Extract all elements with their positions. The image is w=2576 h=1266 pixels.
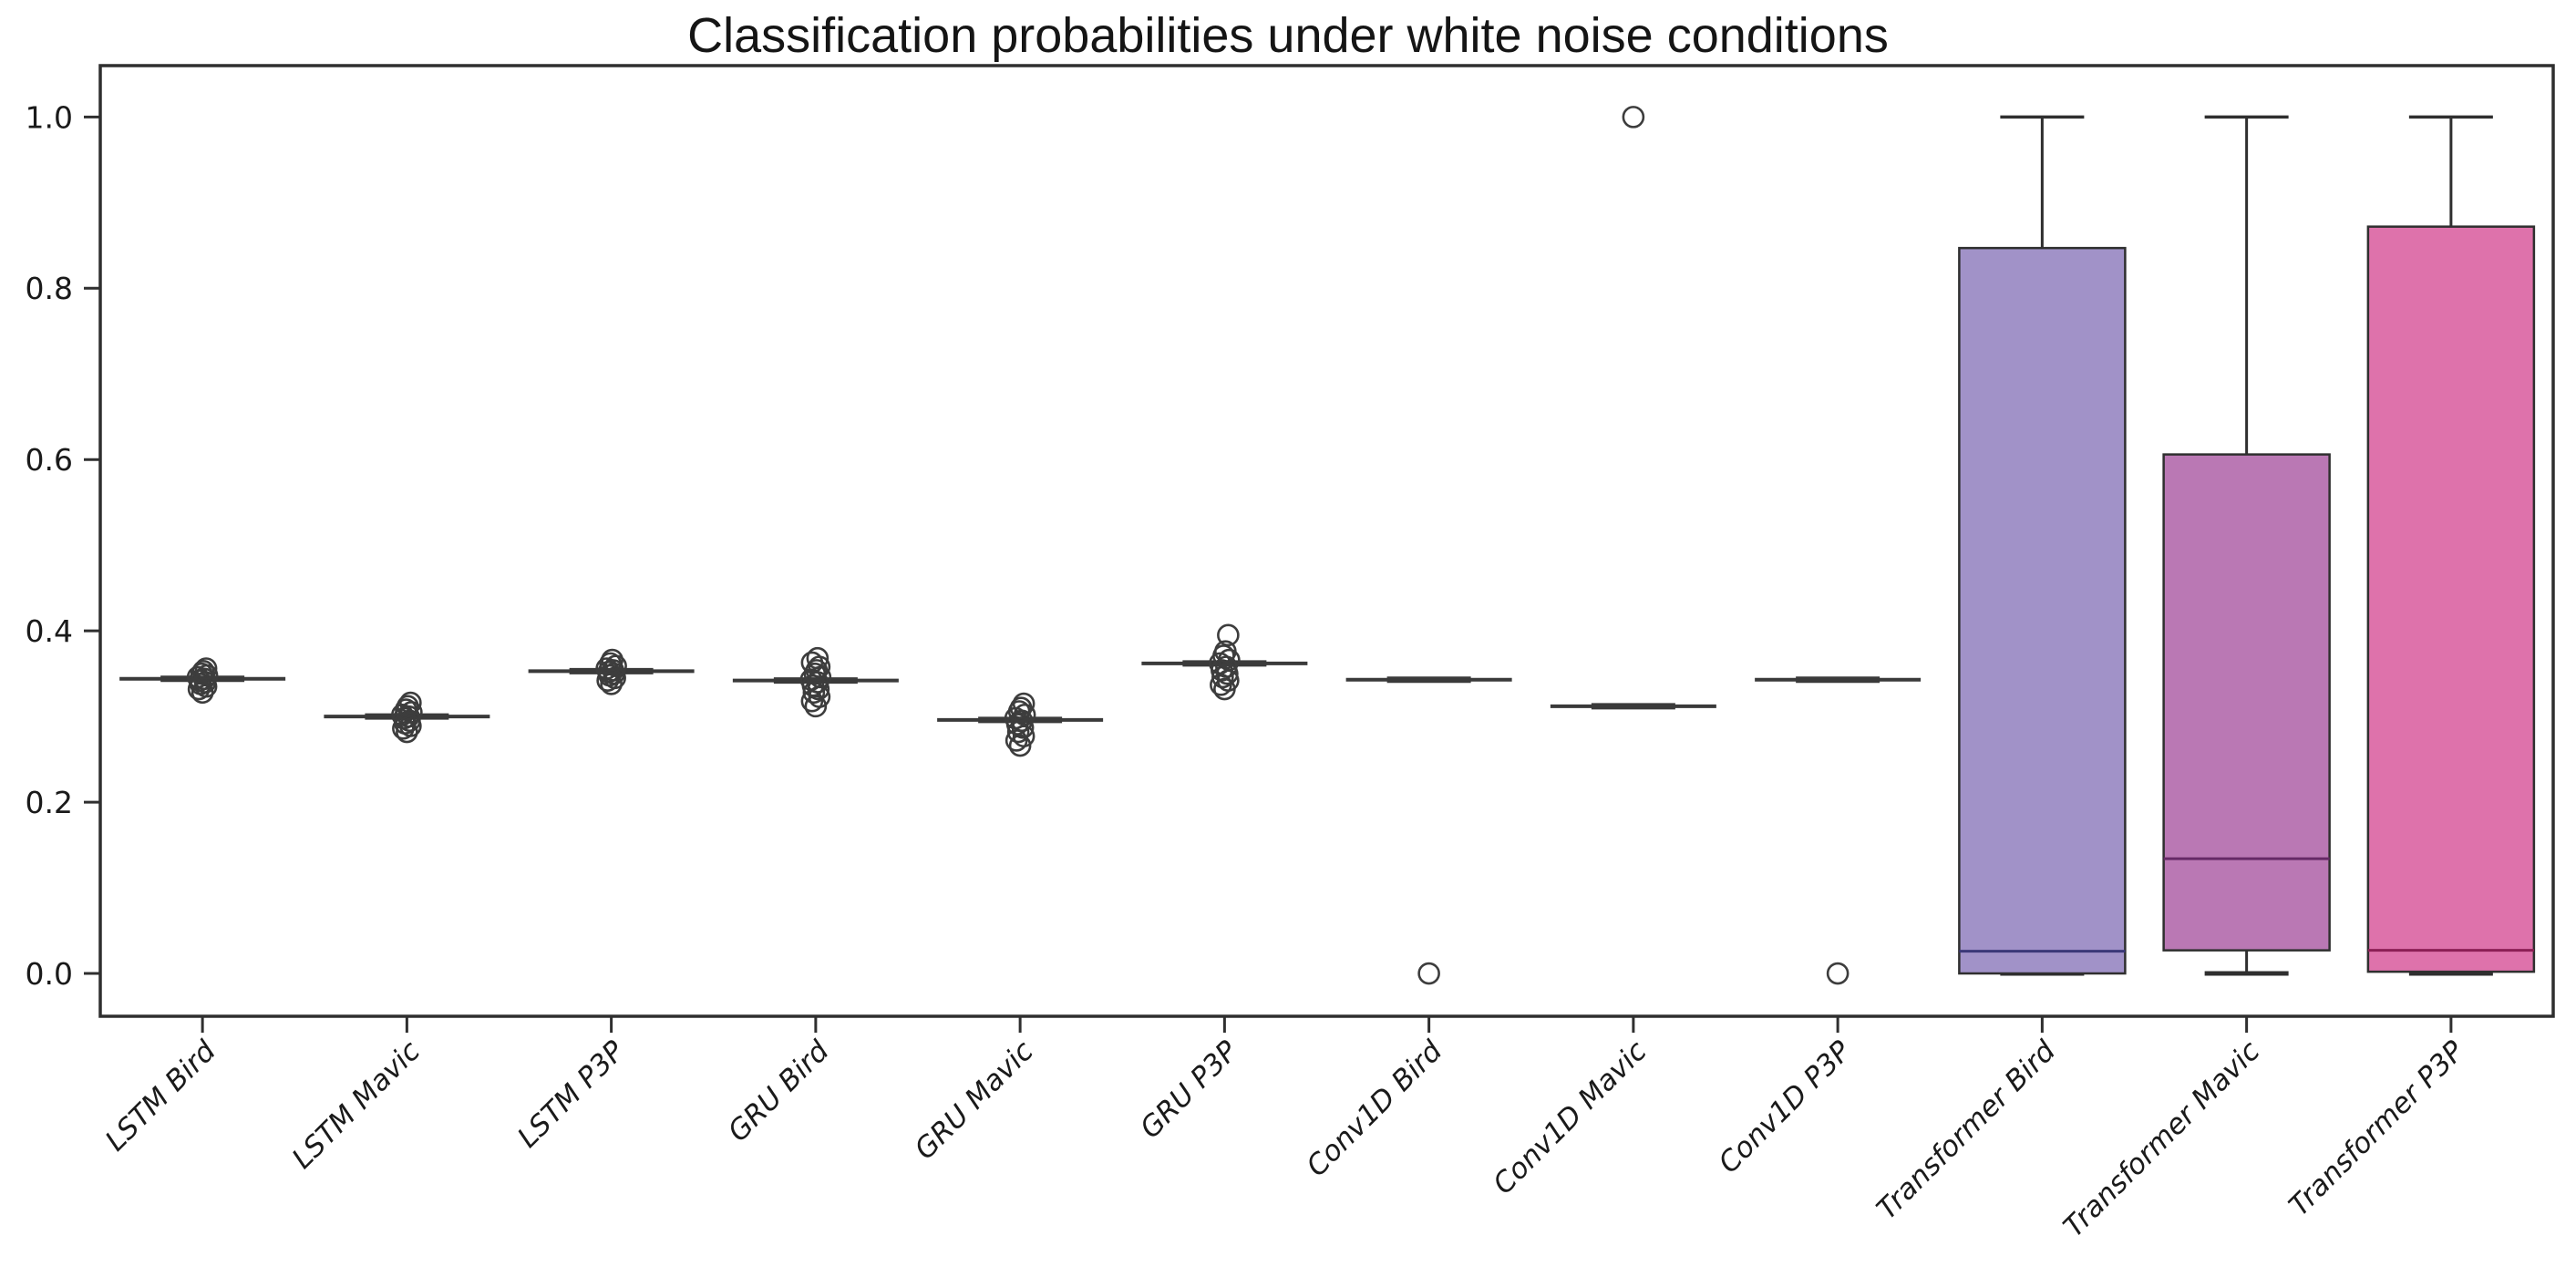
flier-conv1d-bird xyxy=(1417,962,1440,985)
plot-frame xyxy=(98,64,2555,1018)
y-tick-label: 0.0 xyxy=(26,956,73,992)
x-tick-label: LSTM P3P xyxy=(511,1034,631,1154)
x-tick-label: Transformer Bird xyxy=(1870,1034,2062,1226)
y-tick-label: 1.0 xyxy=(26,99,73,135)
flier-gru-bird xyxy=(800,651,824,674)
x-tick-label: Conv1D P3P xyxy=(1713,1034,1858,1179)
flier-gru-bird xyxy=(806,646,829,670)
flier-lstm-bird xyxy=(186,665,210,689)
x-tick-label: Conv1D Mavic xyxy=(1487,1034,1653,1200)
flier-conv1d-mavic xyxy=(1622,106,1645,129)
box-transformer-p3p xyxy=(2366,225,2536,973)
flier-gru-mavic xyxy=(1012,725,1036,748)
flier-lstm-mavic xyxy=(397,695,419,718)
x-tick-label: GRU Bird xyxy=(722,1034,836,1148)
flier-gru-mavic xyxy=(1008,734,1032,757)
box-transformer-bird xyxy=(1958,246,2127,975)
x-tick-label: LSTM Bird xyxy=(99,1034,222,1158)
box-transformer-mavic xyxy=(2162,453,2331,952)
flier-gru-mavic xyxy=(1012,692,1036,715)
x-tick-label: Transformer P3P xyxy=(2282,1034,2470,1222)
flier-gru-mavic xyxy=(1009,696,1033,720)
chart-title: Classification probabilities under white… xyxy=(687,8,1889,63)
flier-lstm-bird xyxy=(194,657,218,680)
x-tick-label: LSTM Mavic xyxy=(286,1034,427,1175)
flier-lstm-p3p xyxy=(601,648,623,672)
y-tick-label: 0.4 xyxy=(26,613,73,649)
y-tick-label: 0.8 xyxy=(26,271,73,306)
x-tick-label: GRU Mavic xyxy=(909,1034,1040,1166)
y-tick-label: 0.2 xyxy=(26,785,73,820)
x-tick-label: GRU P3P xyxy=(1134,1034,1244,1145)
flier-lstm-bird xyxy=(190,662,213,685)
flier-lstm-mavic xyxy=(399,691,422,715)
flier-lstm-bird xyxy=(191,660,215,683)
x-tick-label: Conv1D Bird xyxy=(1300,1034,1448,1183)
x-tick-label: Transformer Mavic xyxy=(2057,1034,2266,1243)
flier-gru-p3p xyxy=(1214,640,1237,664)
flier-gru-p3p xyxy=(1217,623,1240,647)
flier-conv1d-p3p xyxy=(1826,962,1850,985)
y-tick-label: 0.6 xyxy=(26,442,73,478)
